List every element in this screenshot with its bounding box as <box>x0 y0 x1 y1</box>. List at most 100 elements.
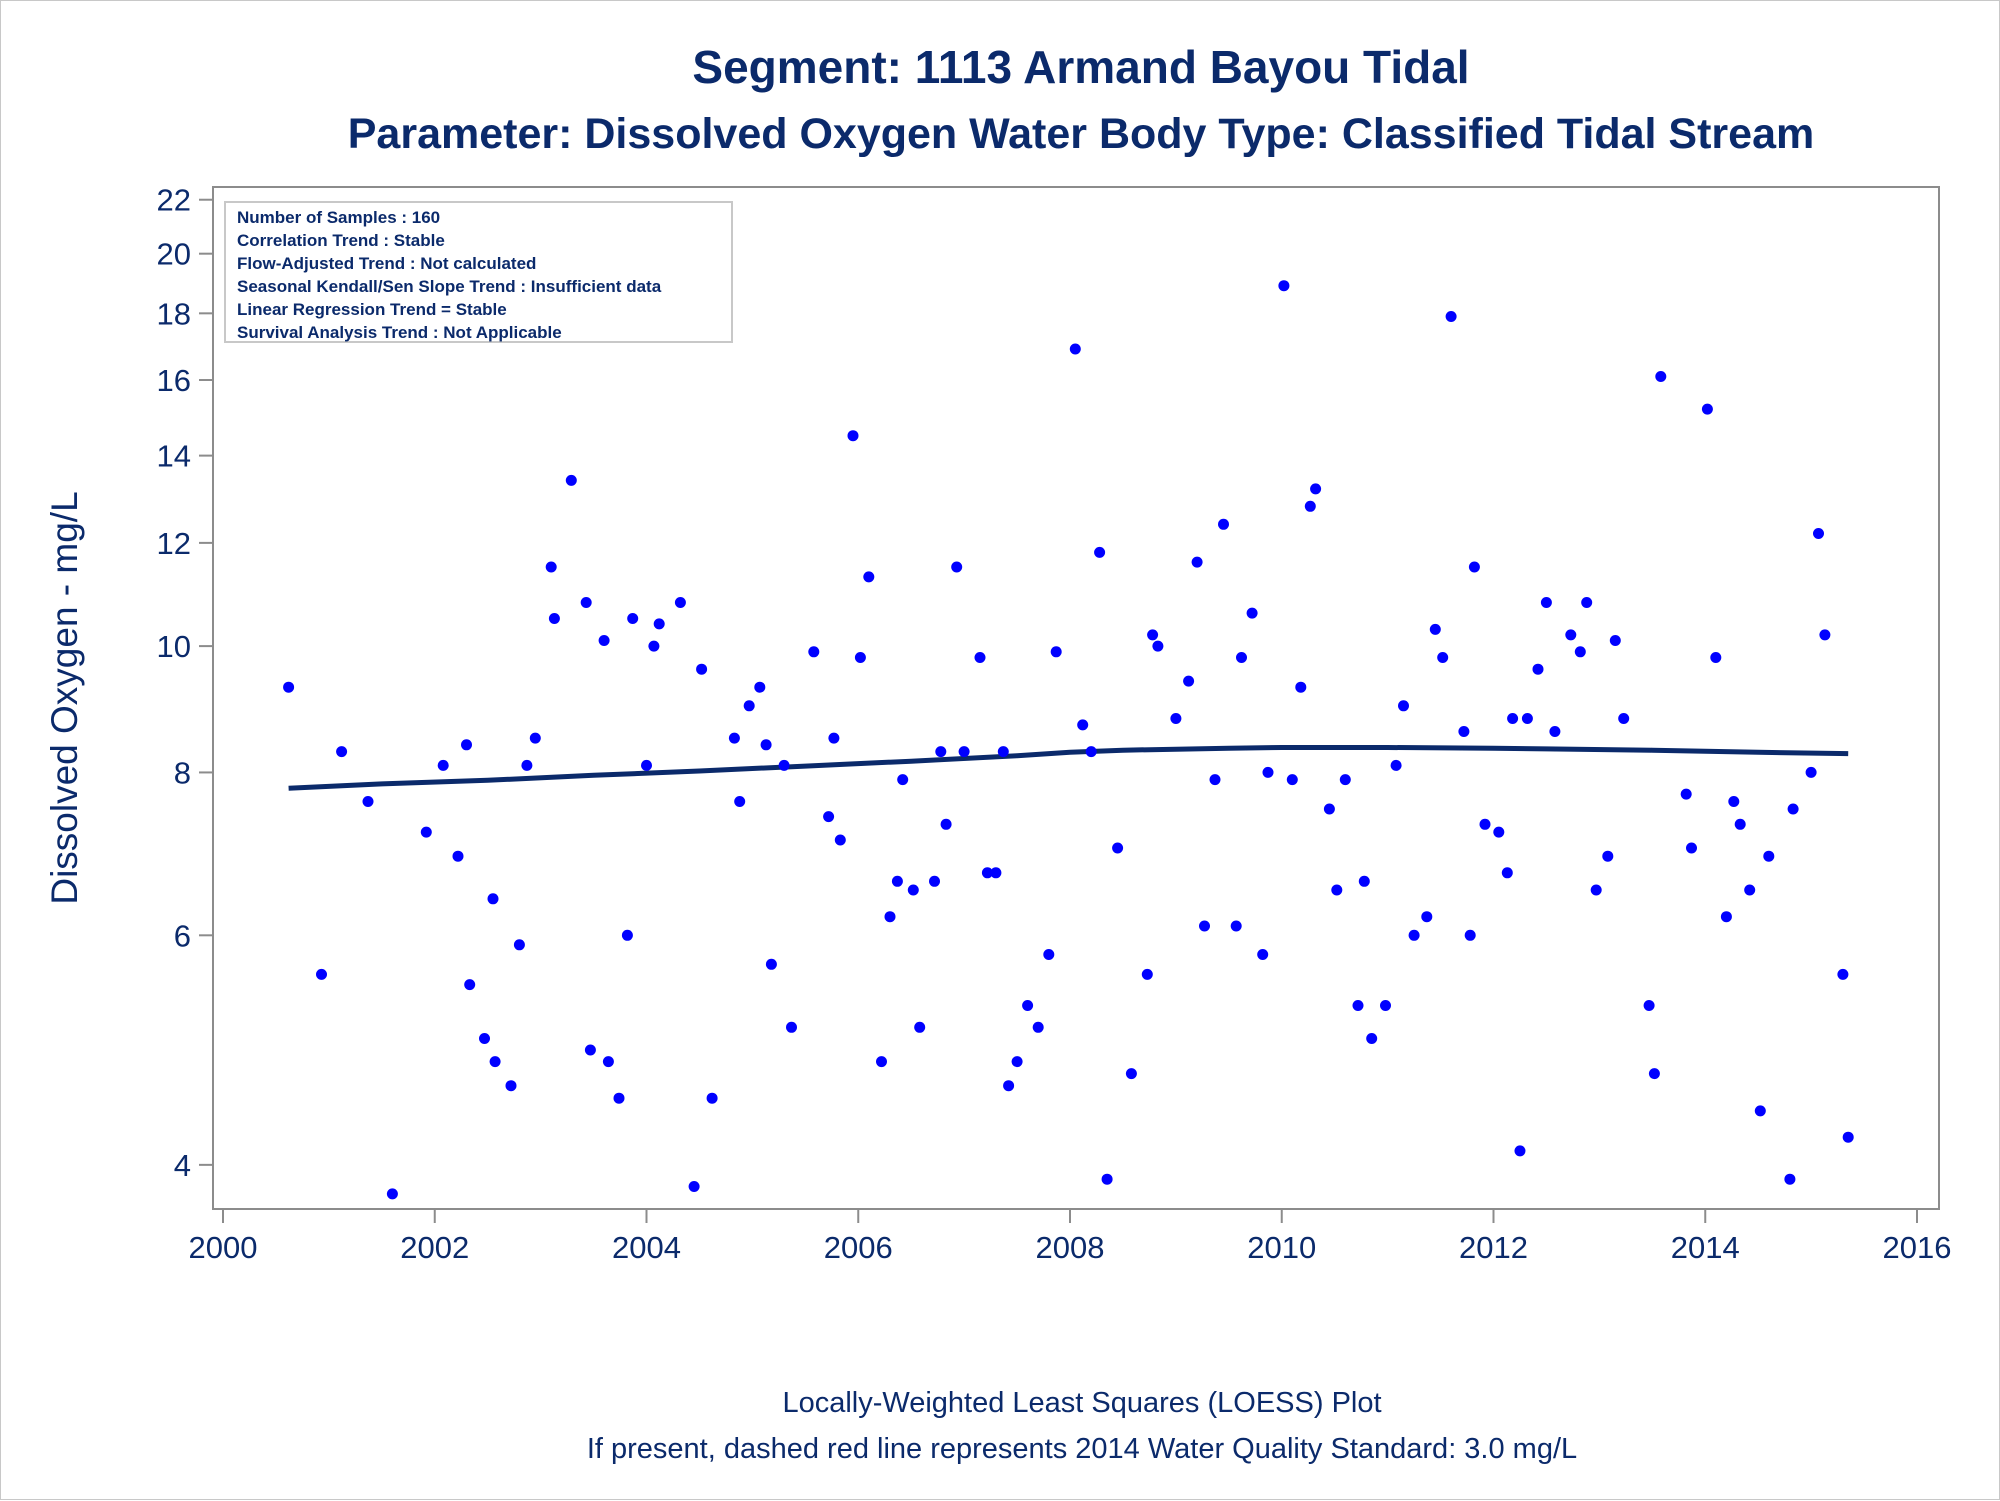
data-point <box>1437 652 1449 663</box>
data-point <box>1602 850 1614 862</box>
data-point <box>598 635 610 646</box>
data-point <box>505 1080 517 1092</box>
data-point <box>1199 920 1210 932</box>
data-point <box>1521 713 1533 724</box>
data-point <box>823 811 835 823</box>
data-point <box>1101 1173 1113 1185</box>
info-flow-adjusted-trend: Flow-Adjusted Trend : Not calculated <box>237 254 536 273</box>
info-seasonal-kendall-trend: Seasonal Kendall/Sen Slope Trend : Insuf… <box>237 277 662 296</box>
data-point <box>1445 311 1457 322</box>
data-point <box>452 850 464 862</box>
data-point <box>914 1021 926 1033</box>
footer-method: Locally-Weighted Least Squares (LOESS) P… <box>782 1387 1381 1419</box>
data-point <box>1408 929 1420 941</box>
y-axis: 4 6 8 10 12 14 16 18 20 22 <box>157 183 213 1183</box>
data-point <box>1191 556 1203 568</box>
data-point <box>1352 1000 1364 1011</box>
data-point <box>1507 713 1519 724</box>
y-tick-label: 10 <box>157 629 191 664</box>
data-point <box>1094 546 1106 558</box>
data-point <box>688 1181 700 1192</box>
data-point <box>1331 884 1343 896</box>
data-point <box>1310 483 1322 495</box>
data-point <box>891 875 903 887</box>
x-tick-label: 2006 <box>824 1230 893 1265</box>
data-point <box>706 1092 718 1104</box>
data-point <box>653 618 665 630</box>
data-point <box>743 700 755 712</box>
data-point <box>760 739 772 751</box>
data-point <box>1493 826 1505 838</box>
data-point <box>1618 713 1630 724</box>
data-point <box>437 759 449 771</box>
data-point <box>834 834 846 846</box>
data-point <box>808 646 820 658</box>
info-linear-regression-trend: Linear Regression Trend = Stable <box>237 300 507 319</box>
x-tick-label: 2008 <box>1036 1230 1105 1265</box>
data-point <box>1728 796 1740 807</box>
data-point <box>420 826 432 838</box>
info-survival-analysis-trend: Survival Analysis Trend : Not Applicable <box>237 323 562 342</box>
data-point <box>1323 803 1335 815</box>
data-point <box>847 430 859 442</box>
data-point <box>1754 1105 1766 1117</box>
y-tick-label: 20 <box>157 237 191 272</box>
data-point <box>1744 884 1756 896</box>
data-point <box>1209 774 1221 786</box>
info-correlation-trend: Correlation Trend : Stable <box>237 231 445 250</box>
footer-standard-note: If present, dashed red line represents 2… <box>587 1433 1577 1465</box>
data-point <box>1464 929 1476 941</box>
data-point <box>1011 1056 1023 1068</box>
data-point <box>1339 774 1351 786</box>
y-tick-label: 6 <box>174 918 191 953</box>
data-point <box>1358 875 1370 887</box>
data-point <box>1390 759 1402 771</box>
y-tick-label: 18 <box>157 296 191 331</box>
data-point <box>674 597 686 608</box>
data-point <box>951 561 963 573</box>
data-point <box>1032 1021 1044 1033</box>
data-point <box>1278 280 1290 292</box>
data-point <box>854 652 866 663</box>
data-point <box>929 875 940 887</box>
data-point <box>1183 675 1195 687</box>
data-point <box>958 746 970 758</box>
y-tick-label: 22 <box>157 183 191 218</box>
data-point <box>1125 1068 1137 1080</box>
data-point <box>648 640 660 652</box>
data-point <box>1077 719 1089 731</box>
data-point <box>565 474 577 486</box>
plot-area <box>212 186 1940 1210</box>
data-point <box>336 746 348 758</box>
data-point <box>1643 1000 1655 1011</box>
data-point <box>641 759 652 771</box>
data-point <box>1686 842 1697 854</box>
data-point <box>734 796 746 807</box>
data-point <box>1763 850 1775 862</box>
x-tick-label: 2016 <box>1883 1230 1952 1265</box>
data-point <box>1514 1145 1526 1157</box>
y-tick-label: 16 <box>157 363 191 398</box>
chart-subtitle: Parameter: Dissolved Oxygen Water Body T… <box>348 110 1814 158</box>
data-point <box>1230 920 1242 932</box>
data-point <box>1380 1000 1391 1011</box>
data-point <box>1304 500 1316 512</box>
data-point <box>1565 629 1577 641</box>
data-point <box>1581 597 1593 608</box>
data-point <box>1112 842 1124 854</box>
data-point <box>1170 713 1182 724</box>
data-point <box>696 663 708 675</box>
y-tick-label: 8 <box>174 755 191 790</box>
data-point <box>316 968 327 980</box>
data-point <box>786 1021 797 1033</box>
data-point <box>479 1033 490 1044</box>
data-point <box>1218 518 1229 530</box>
data-point <box>1648 1068 1660 1080</box>
x-tick-label: 2002 <box>400 1230 469 1265</box>
y-tick-label: 14 <box>157 439 191 474</box>
data-point <box>1813 528 1824 539</box>
info-box-border <box>224 201 733 343</box>
data-point <box>765 958 777 970</box>
data-point <box>728 732 740 744</box>
